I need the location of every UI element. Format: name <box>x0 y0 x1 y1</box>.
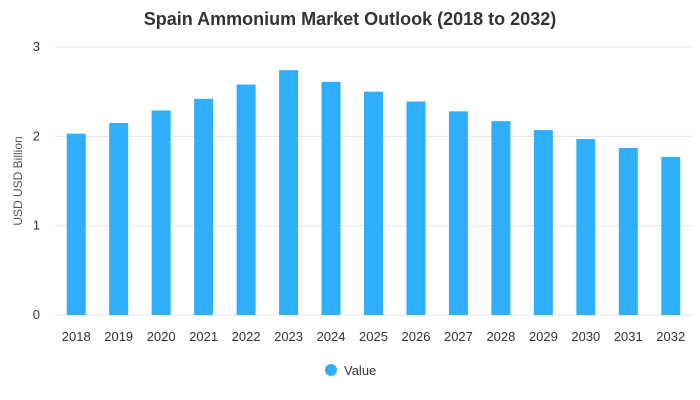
bar-2025[interactable] <box>364 91 383 316</box>
x-tick-label-2026: 2026 <box>402 329 431 344</box>
legend-swatch-value <box>325 364 337 376</box>
bar-2019[interactable] <box>109 122 129 315</box>
bar-2027[interactable] <box>448 111 468 315</box>
x-tick-label-2021: 2021 <box>189 329 218 344</box>
bar-2031[interactable] <box>618 147 638 315</box>
x-tick-label-2029: 2029 <box>529 329 558 344</box>
x-tick-label-2020: 2020 <box>147 329 176 344</box>
x-tick-label-2027: 2027 <box>444 329 473 344</box>
bar-2023[interactable] <box>279 70 299 315</box>
x-tick-label-2024: 2024 <box>317 329 346 344</box>
bar-2029[interactable] <box>533 130 553 315</box>
legend-label-value: Value <box>344 363 376 378</box>
bar-2026[interactable] <box>406 101 426 315</box>
x-tick-label-2025: 2025 <box>359 329 388 344</box>
x-tick-label-2019: 2019 <box>104 329 133 344</box>
bar-2021[interactable] <box>194 98 214 316</box>
y-axis-label: USD USD Billion <box>11 136 25 225</box>
x-axis-ticks: 2018 2019 2020 2021 2022 2023 2024 2025 2026 2027… <box>62 329 685 344</box>
x-tick-label-2031: 2031 <box>614 329 643 344</box>
y-tick-label: 3 <box>33 39 40 54</box>
bar-2020[interactable] <box>151 110 171 315</box>
x-tick-label-2022: 2022 <box>232 329 261 344</box>
y-tick-label: 1 <box>33 218 40 233</box>
x-tick-label-2030: 2030 <box>571 329 600 344</box>
bar-2030[interactable] <box>576 139 596 315</box>
y-axis-ticks: 0 1 2 3 <box>33 39 40 322</box>
bar-2018[interactable] <box>66 133 86 315</box>
x-tick-label-2023: 2023 <box>274 329 303 344</box>
x-tick-label-2018: 2018 <box>62 329 91 344</box>
bar-2028[interactable] <box>491 121 511 315</box>
y-tick-label: 0 <box>33 307 40 322</box>
legend[interactable]: Value <box>325 363 376 378</box>
bar-2024[interactable] <box>321 81 341 315</box>
x-tick-label-2028: 2028 <box>486 329 515 344</box>
y-tick-label: 2 <box>33 128 40 143</box>
chart-title: Spain Ammonium Market Outlook (2018 to 2… <box>144 9 556 29</box>
x-tick-label-2032: 2032 <box>656 329 685 344</box>
bar-2022[interactable] <box>236 84 256 316</box>
bars <box>66 70 681 316</box>
bar-2032[interactable] <box>661 156 681 315</box>
